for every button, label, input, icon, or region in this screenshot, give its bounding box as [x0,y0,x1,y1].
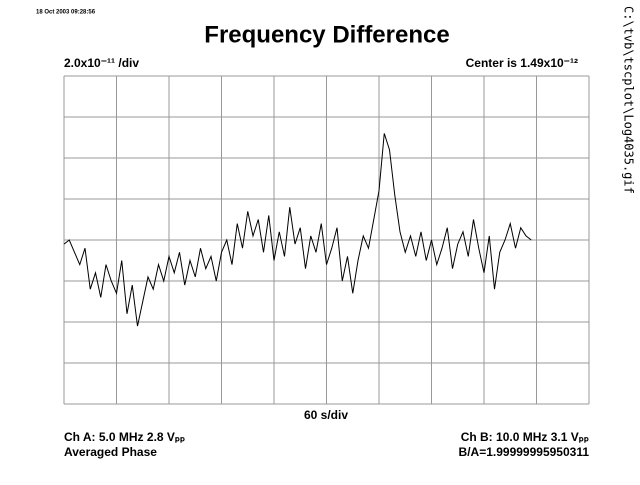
mode: Averaged Phase [64,445,157,459]
file-path: C:\tvb\tscplot\Log4035.gif [622,6,636,194]
trace [63,133,532,327]
channel-b: Ch B: 10.0 MHz 3.1 Vₚₚ [461,430,589,444]
x-scale-label: 60 s/div [304,408,348,422]
channel-a: Ch A: 5.0 MHz 2.8 Vₚₚ [64,430,185,444]
chart-title: Frequency Difference [204,21,449,48]
ratio: B/A=1.99999995950311 [459,445,590,459]
center-label: Center is 1.49x10⁻¹² [466,56,578,70]
y-scale-label: 2.0x10⁻¹¹ /div [64,56,139,70]
timestamp: 18 Oct 2003 09:28:56 [36,10,96,16]
